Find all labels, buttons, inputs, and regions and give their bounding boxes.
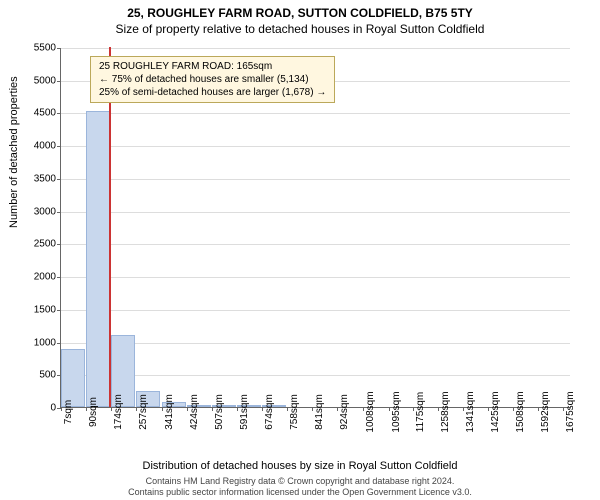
x-tick-mark [187, 407, 188, 411]
y-tick-label: 500 [16, 370, 56, 381]
annotation-line2: ← 75% of detached houses are smaller (5,… [99, 73, 326, 86]
annotation-line1: 25 ROUGHLEY FARM ROAD: 165sqm [99, 60, 326, 73]
gridline [61, 48, 570, 49]
y-tick-label: 5500 [16, 43, 56, 54]
y-tick-mark [57, 146, 61, 147]
x-tick-mark [389, 407, 390, 411]
y-tick-label: 1500 [16, 304, 56, 315]
x-tick-label: 591sqm [239, 394, 250, 430]
x-tick-label: 841sqm [314, 394, 325, 430]
gridline [61, 146, 570, 147]
y-tick-label: 2000 [16, 272, 56, 283]
x-tick-label: 1592sqm [540, 391, 551, 432]
x-tick-mark [212, 407, 213, 411]
histogram-bar [86, 111, 110, 407]
x-tick-mark [162, 407, 163, 411]
x-tick-label: 758sqm [289, 394, 300, 430]
x-tick-mark [262, 407, 263, 411]
x-tick-label: 1341sqm [465, 391, 476, 432]
gridline [61, 113, 570, 114]
gridline [61, 212, 570, 213]
y-tick-mark [57, 277, 61, 278]
y-tick-label: 1000 [16, 337, 56, 348]
x-tick-mark [86, 407, 87, 411]
x-tick-label: 1175sqm [415, 392, 426, 432]
gridline [61, 343, 570, 344]
x-tick-label: 1258sqm [440, 391, 451, 432]
y-tick-label: 3000 [16, 206, 56, 217]
gridline [61, 244, 570, 245]
y-tick-mark [57, 212, 61, 213]
annotation-box: 25 ROUGHLEY FARM ROAD: 165sqm ← 75% of d… [90, 56, 335, 103]
x-tick-label: 1095sqm [391, 391, 402, 432]
x-tick-mark [363, 407, 364, 411]
x-tick-label: 174sqm [113, 394, 124, 430]
y-tick-mark [57, 310, 61, 311]
histogram-bar [61, 349, 85, 407]
y-tick-mark [57, 81, 61, 82]
x-tick-label: 1675sqm [565, 391, 576, 432]
x-tick-mark [488, 407, 489, 411]
y-tick-label: 0 [16, 403, 56, 414]
x-tick-mark [61, 407, 62, 411]
y-tick-mark [57, 48, 61, 49]
y-tick-label: 5000 [16, 75, 56, 86]
footer-line2: Contains public sector information licen… [0, 487, 600, 498]
annotation-line3: 25% of semi-detached houses are larger (… [99, 86, 326, 99]
gridline [61, 277, 570, 278]
gridline [61, 310, 570, 311]
x-tick-label: 1425sqm [490, 391, 501, 432]
y-tick-label: 4000 [16, 141, 56, 152]
y-tick-mark [57, 113, 61, 114]
y-tick-label: 3500 [16, 173, 56, 184]
x-axis-label: Distribution of detached houses by size … [0, 460, 600, 472]
x-tick-mark [438, 407, 439, 411]
x-tick-label: 257sqm [138, 394, 149, 430]
x-tick-label: 924sqm [339, 394, 350, 430]
x-tick-label: 341sqm [164, 394, 175, 430]
x-tick-label: 1508sqm [515, 391, 526, 432]
y-tick-mark [57, 179, 61, 180]
x-tick-mark [513, 407, 514, 411]
x-tick-mark [463, 407, 464, 411]
y-tick-mark [57, 343, 61, 344]
x-tick-label: 674sqm [264, 394, 275, 430]
y-tick-label: 4500 [16, 108, 56, 119]
x-tick-label: 90sqm [88, 397, 99, 427]
x-tick-mark [237, 407, 238, 411]
y-tick-mark [57, 244, 61, 245]
y-tick-label: 2500 [16, 239, 56, 250]
x-tick-mark [413, 407, 414, 411]
x-tick-label: 507sqm [214, 394, 225, 430]
x-tick-label: 424sqm [189, 394, 200, 430]
chart-title-line1: 25, ROUGHLEY FARM ROAD, SUTTON COLDFIELD… [0, 0, 600, 20]
x-tick-label: 7sqm [63, 400, 74, 424]
footer-line1: Contains HM Land Registry data © Crown c… [0, 476, 600, 487]
x-tick-label: 1008sqm [365, 391, 376, 432]
footer: Contains HM Land Registry data © Crown c… [0, 476, 600, 498]
gridline [61, 179, 570, 180]
gridline [61, 375, 570, 376]
chart-title-line2: Size of property relative to detached ho… [0, 20, 600, 36]
